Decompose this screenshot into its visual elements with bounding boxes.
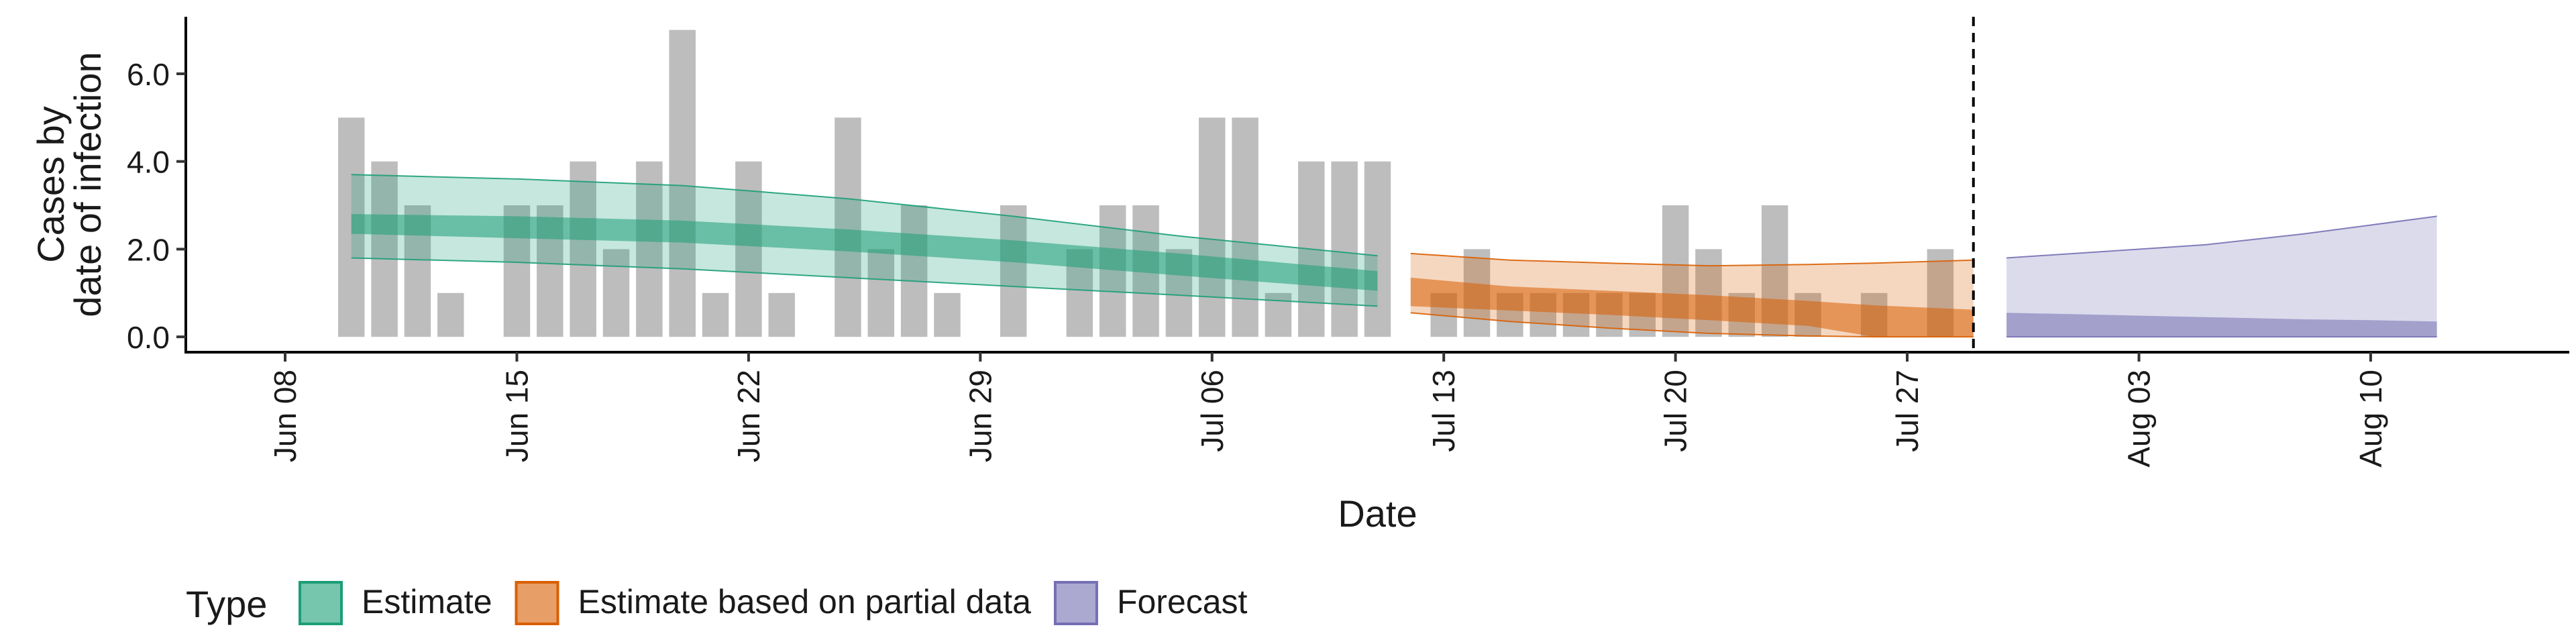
ribbon-inner-estimate	[351, 214, 1378, 291]
bar-2020-06-27	[900, 205, 928, 337]
y-axis-title-line-1: Cases by	[30, 106, 72, 262]
x-tick-label: Jul 27	[1890, 370, 1925, 452]
ribbon-upper-edge-estimate	[351, 174, 1378, 257]
x-axis-title: Date	[1338, 492, 1417, 535]
x-tick-label: Aug 03	[2121, 370, 2156, 468]
bar-2020-06-26	[867, 249, 895, 337]
legend-label-forecast: Forecast	[1117, 583, 1248, 621]
x-tick-label: Aug 10	[2353, 370, 2388, 468]
bar-2020-06-23	[768, 292, 795, 337]
x-tick-label: Jun 22	[731, 370, 766, 462]
x-tick-label: Jul 20	[1658, 370, 1693, 452]
bar-2020-06-19	[636, 161, 663, 337]
bar-2020-07-06	[1199, 117, 1226, 337]
y-tick-label: 6.0	[127, 57, 170, 92]
y-axis-title-line-2: date of infection	[66, 52, 109, 317]
series-forecast	[2006, 215, 2437, 338]
y-axis-ticks: 0.0 2.0 4.0 6.0	[127, 57, 186, 355]
ribbon-upper-edge-estimate-based-on-partial-data	[1410, 252, 1974, 267]
ribbon-upper-edge-forecast	[2006, 215, 2437, 259]
x-tick-label: Jul 13	[1426, 370, 1461, 452]
legend-label-estimate-based-on-partial-data: Estimate based on partial data	[578, 583, 1032, 621]
y-tick-label: 2.0	[127, 232, 170, 267]
ribbon-series-group	[351, 174, 2437, 338]
bar-2020-06-13	[437, 292, 464, 337]
ribbon-outer-forecast	[2006, 216, 2437, 337]
bar-2020-06-30	[1000, 205, 1027, 337]
legend-key-estimate	[299, 581, 343, 625]
x-tick-label: Jul 06	[1195, 370, 1230, 452]
x-tick-label: Jun 15	[499, 370, 534, 462]
series-estimate	[351, 174, 1378, 307]
series-estimate-based-on-partial-data	[1410, 252, 1974, 338]
x-tick-label: Jun 08	[268, 370, 303, 462]
bar-2020-07-11	[1364, 161, 1391, 337]
bar-2020-06-25	[835, 117, 861, 337]
legend-key-estimate-based-on-partial-data	[515, 581, 559, 625]
bar-2020-06-18	[602, 249, 630, 337]
bar-2020-06-21	[702, 292, 729, 337]
y-tick-label: 4.0	[127, 145, 170, 180]
x-tick-label: Jun 29	[963, 370, 998, 462]
bar-2020-07-10	[1331, 161, 1358, 337]
ribbon-inner-forecast	[2006, 313, 2437, 337]
bar-2020-07-07	[1232, 117, 1258, 337]
legend-label-estimate: Estimate	[362, 583, 492, 621]
bar-2020-06-20	[669, 30, 696, 337]
x-axis-ticks: Jun 08 Jun 15 Jun 22 Jun 29 Jul 06 Jul 13 Jul …	[268, 352, 2388, 468]
legend: Type Estimate Estimate based on partial d…	[186, 581, 1248, 625]
bar-2020-06-17	[570, 161, 596, 337]
ribbon-lower-edge-estimate	[351, 257, 1378, 307]
y-tick-label: 0.0	[127, 320, 170, 355]
bar-2020-07-21	[1695, 249, 1722, 337]
legend-title: Type	[186, 583, 267, 625]
ribbon-inner-estimate-based-on-partial-data	[1410, 277, 1974, 337]
legend-key-forecast	[1053, 581, 1098, 625]
bar-2020-06-11	[371, 161, 398, 337]
bar-2020-06-28	[934, 292, 961, 337]
